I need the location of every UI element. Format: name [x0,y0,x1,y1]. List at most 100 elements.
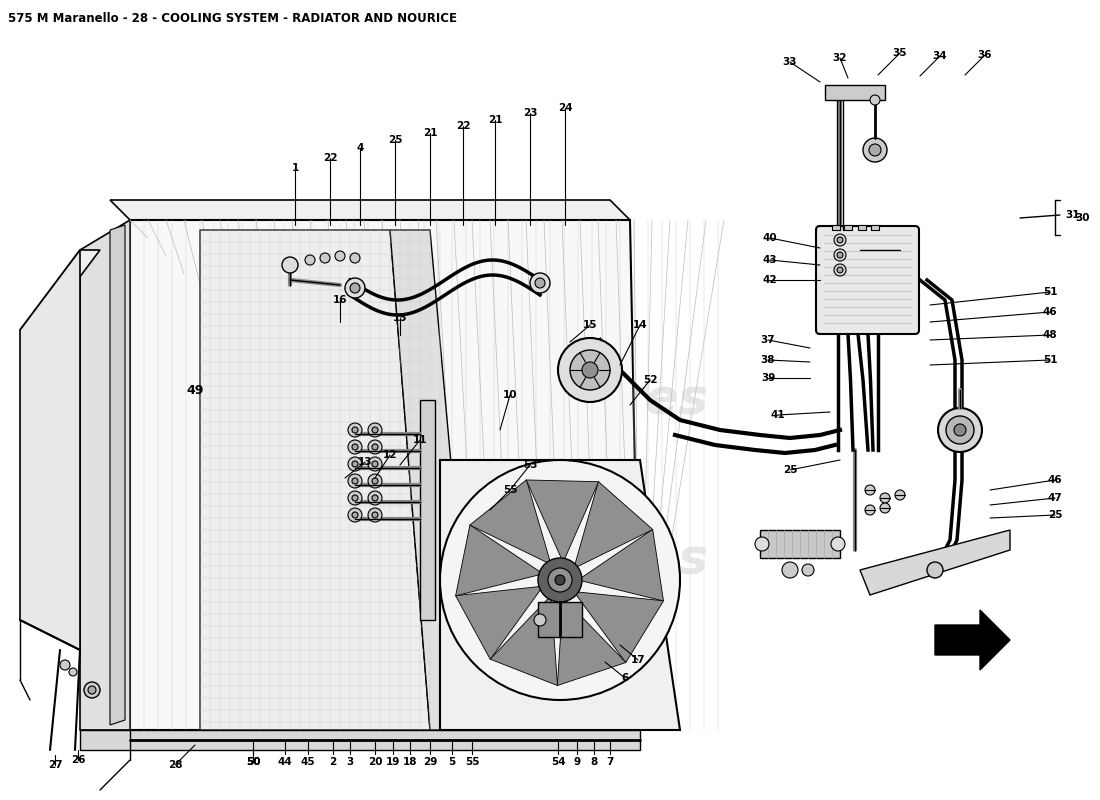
Circle shape [865,505,874,515]
Circle shape [348,474,362,488]
Bar [825,85,886,100]
Text: 10: 10 [503,390,517,400]
Circle shape [372,461,378,467]
Text: 34: 34 [933,51,947,61]
Circle shape [352,461,358,467]
Circle shape [570,350,611,390]
Circle shape [352,444,358,450]
Text: 55: 55 [503,485,517,495]
Text: 48: 48 [1043,330,1057,340]
Circle shape [368,508,382,522]
Text: 40: 40 [762,233,778,243]
Text: 50: 50 [245,757,261,767]
Text: 21: 21 [487,115,503,125]
Text: 15: 15 [583,320,597,330]
Circle shape [350,253,360,263]
Circle shape [88,686,96,694]
Circle shape [352,495,358,501]
Polygon shape [20,250,100,330]
Circle shape [865,485,874,495]
Circle shape [755,537,769,551]
Text: 25: 25 [1047,510,1063,520]
Circle shape [837,252,843,258]
Bar [844,225,852,230]
Circle shape [352,427,358,433]
Circle shape [954,424,966,436]
Text: eurospares: eurospares [84,312,400,360]
Polygon shape [20,250,80,650]
Text: 27: 27 [47,760,63,770]
Circle shape [440,460,680,700]
Circle shape [368,423,382,437]
Text: 38: 38 [761,355,776,365]
Text: 5: 5 [449,757,455,767]
Polygon shape [80,220,130,730]
Polygon shape [491,595,558,686]
Circle shape [368,440,382,454]
Polygon shape [526,480,598,562]
Text: 43: 43 [762,255,778,265]
Circle shape [345,278,365,298]
Polygon shape [470,480,551,565]
Circle shape [834,249,846,261]
Polygon shape [80,730,640,750]
Text: 11: 11 [412,435,427,445]
Bar [858,225,866,230]
Polygon shape [390,230,475,730]
Bar [420,400,434,620]
Polygon shape [574,591,663,662]
Text: 26: 26 [70,755,86,765]
Text: 18: 18 [403,757,417,767]
Text: 53: 53 [522,460,537,470]
FancyBboxPatch shape [816,226,918,334]
Circle shape [830,537,845,551]
Text: 49: 49 [186,383,204,397]
Circle shape [372,427,378,433]
Circle shape [368,457,382,471]
Circle shape [938,408,982,452]
Text: eurospares: eurospares [392,376,708,424]
Text: 37: 37 [761,335,776,345]
Text: 9: 9 [573,757,581,767]
Text: eurospares: eurospares [392,536,708,584]
Text: 41: 41 [771,410,785,420]
Circle shape [895,490,905,500]
Circle shape [352,478,358,484]
Text: 21: 21 [422,128,438,138]
Text: 54: 54 [551,757,565,767]
Circle shape [782,562,797,578]
Circle shape [352,512,358,518]
Text: 52: 52 [642,375,658,385]
Circle shape [69,668,77,676]
Circle shape [336,251,345,261]
Text: 19: 19 [386,757,400,767]
Text: 22: 22 [322,153,338,163]
Text: 46: 46 [1043,307,1057,317]
Circle shape [535,278,544,288]
Circle shape [348,508,362,522]
Circle shape [834,264,846,276]
Text: 45: 45 [300,757,316,767]
Polygon shape [860,530,1010,595]
Text: 4: 4 [356,143,364,153]
Circle shape [927,562,943,578]
Circle shape [534,614,546,626]
Circle shape [556,575,565,585]
Circle shape [348,457,362,471]
Text: 2: 2 [329,757,337,767]
Polygon shape [578,530,663,601]
Text: 17: 17 [630,655,646,665]
Bar [871,225,879,230]
Circle shape [880,503,890,513]
Circle shape [870,95,880,105]
Polygon shape [130,220,640,730]
Text: 25: 25 [387,135,403,145]
Circle shape [558,338,622,402]
Circle shape [530,273,550,293]
Text: 8: 8 [591,757,597,767]
Text: 25: 25 [783,465,798,475]
Text: 20: 20 [367,757,383,767]
Circle shape [864,138,887,162]
Polygon shape [558,598,626,686]
Circle shape [348,423,362,437]
